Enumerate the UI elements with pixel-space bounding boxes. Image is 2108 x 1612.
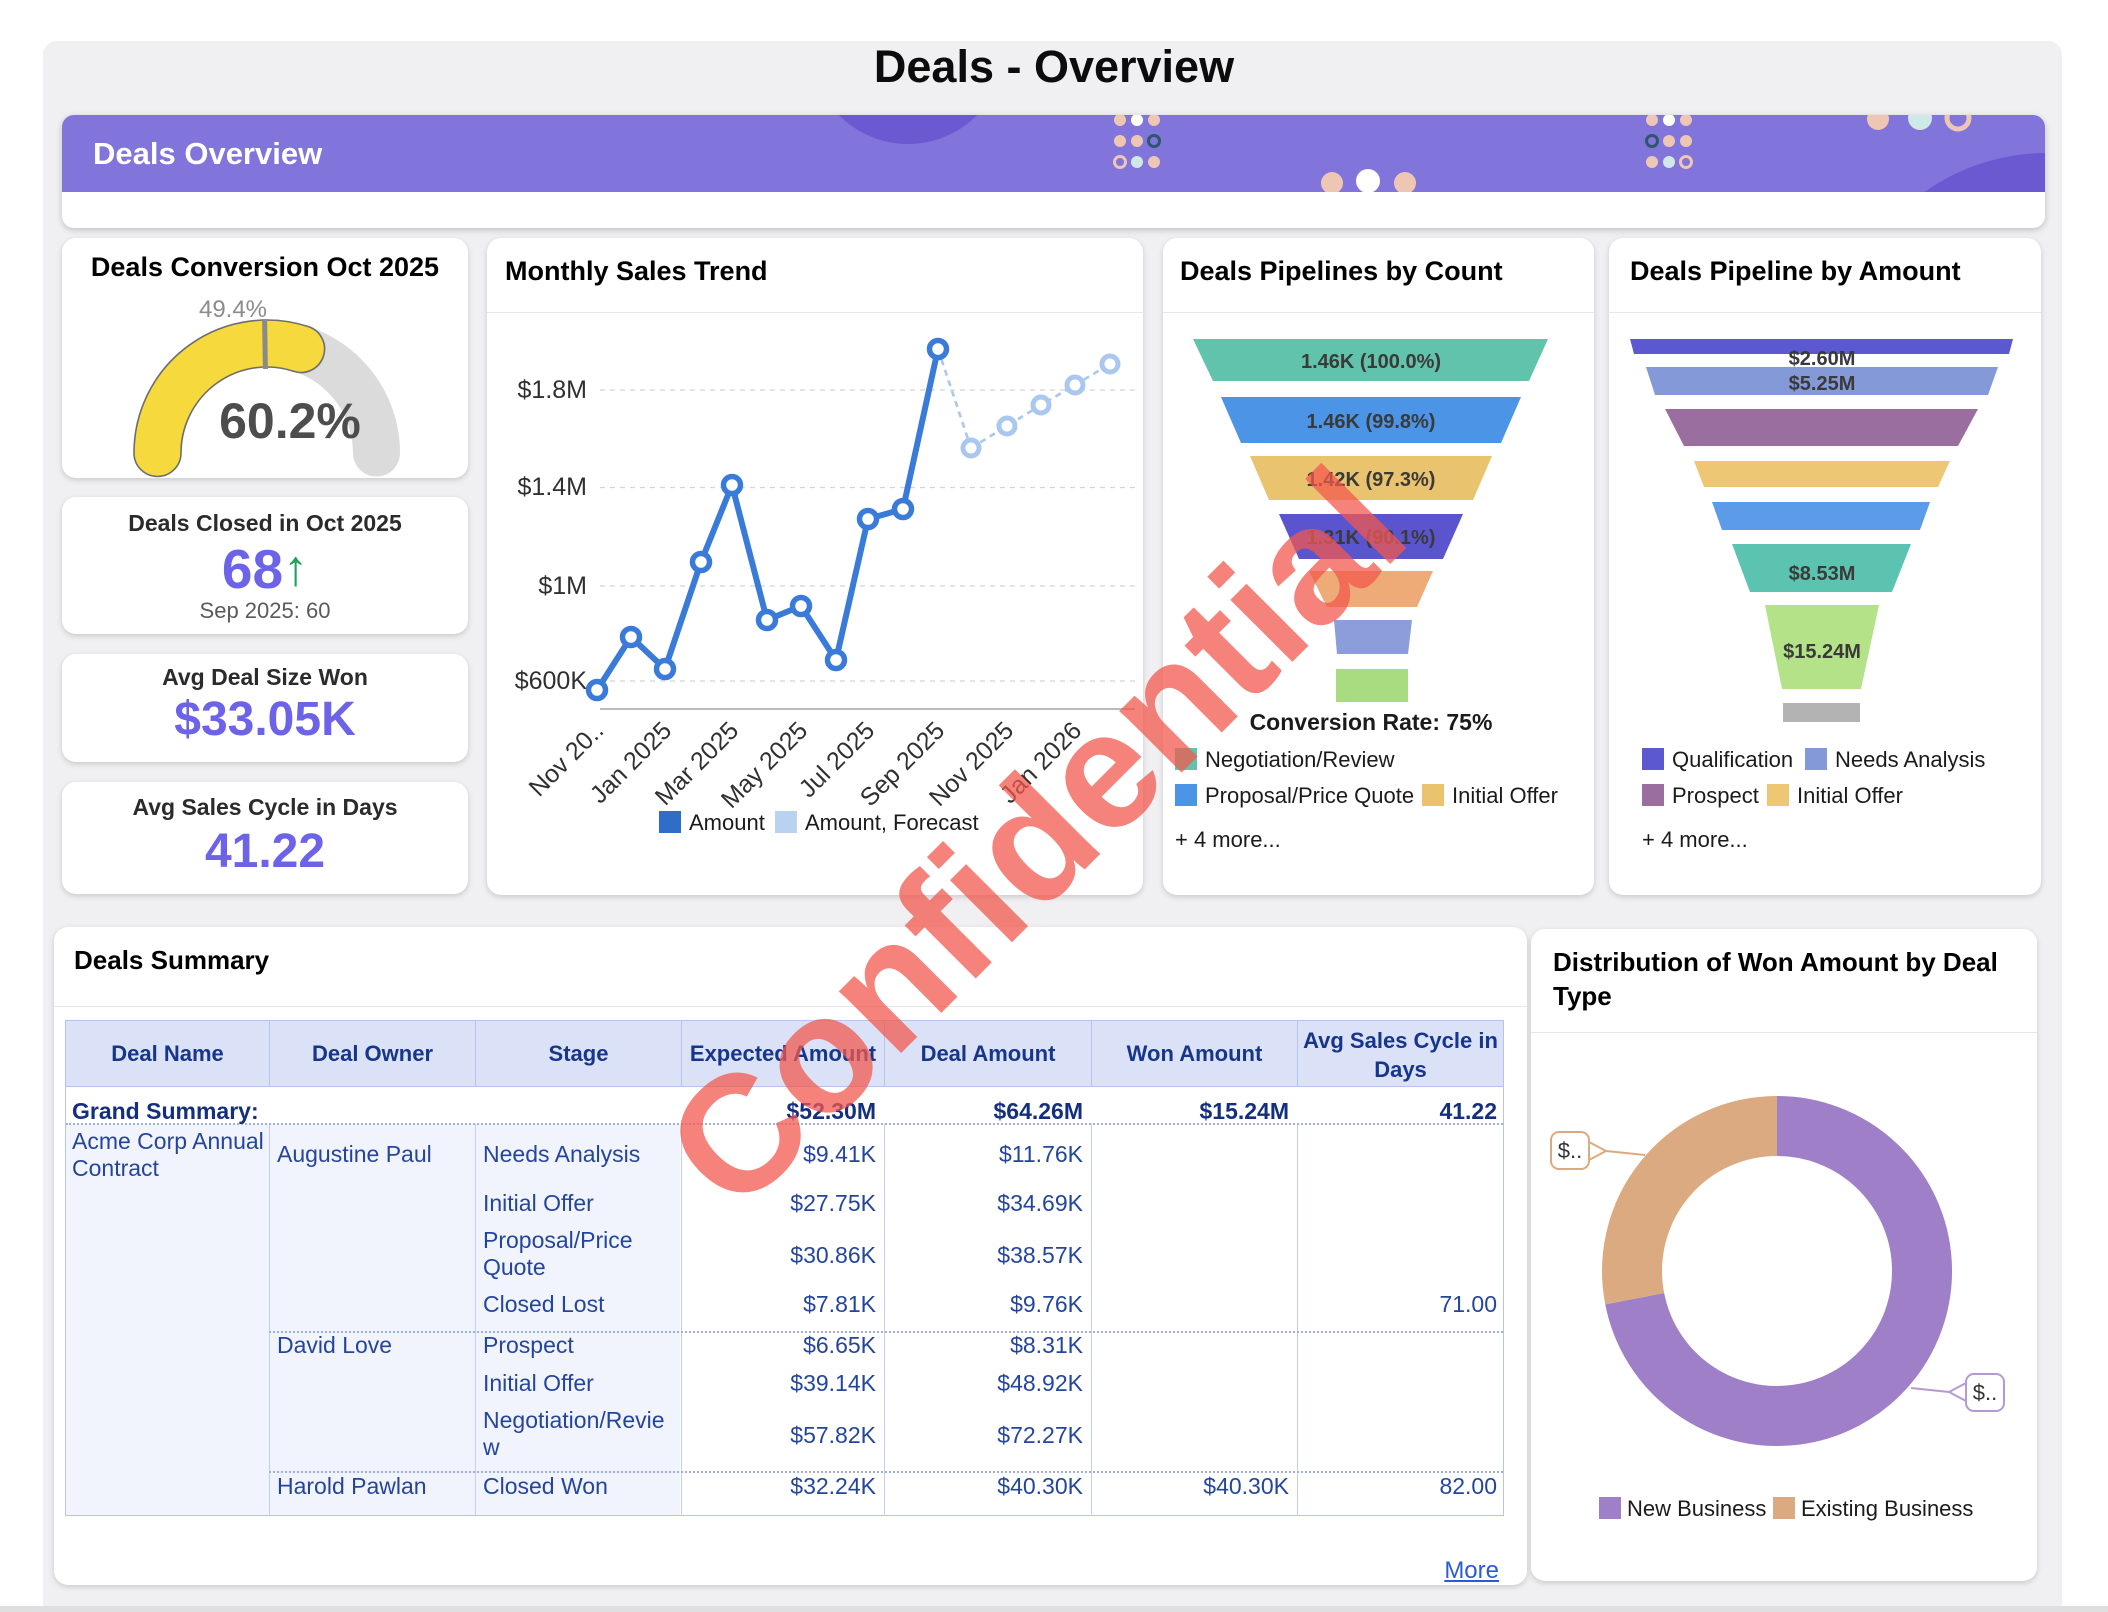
svg-text:$..: $.. [1558, 1138, 1582, 1163]
svg-text:Initial Offer: Initial Offer [1452, 783, 1558, 808]
svg-text:1.42K (97.3%): 1.42K (97.3%) [1307, 469, 1436, 491]
svg-text:Prospect: Prospect [1672, 783, 1759, 808]
svg-text:$..: $.. [1973, 1380, 1997, 1405]
svg-text:Amount: Amount [689, 810, 765, 835]
svg-text:New Business: New Business [1627, 1496, 1766, 1521]
svg-text:1.46K (100.0%): 1.46K (100.0%) [1301, 351, 1441, 373]
svg-text:Initial Offer: Initial Offer [1797, 783, 1903, 808]
svg-text:1.31K (90.1%): 1.31K (90.1%) [1307, 527, 1436, 549]
svg-text:Negotiation/Review: Negotiation/Review [1205, 747, 1395, 772]
svg-text:$2.60M: $2.60M [1789, 348, 1856, 370]
svg-text:$600K: $600K [515, 667, 588, 695]
svg-text:1.46K (99.8%): 1.46K (99.8%) [1307, 411, 1436, 433]
svg-text:$5.25M: $5.25M [1789, 373, 1856, 395]
svg-text:Existing Business: Existing Business [1801, 1496, 1973, 1521]
svg-text:+ 4 more...: + 4 more... [1642, 827, 1748, 852]
svg-text:$1.8M: $1.8M [518, 376, 587, 404]
svg-text:49.4%: 49.4% [199, 296, 267, 323]
svg-text:Conversion Rate: 75%: Conversion Rate: 75% [1250, 709, 1493, 735]
svg-text:$8.53M: $8.53M [1789, 563, 1856, 585]
svg-text:$1M: $1M [538, 572, 587, 600]
svg-text:$15.24M: $15.24M [1783, 641, 1861, 663]
svg-text:60.2%: 60.2% [219, 393, 361, 449]
svg-text:+ 4 more...: + 4 more... [1175, 827, 1281, 852]
svg-text:$1.4M: $1.4M [518, 473, 587, 501]
svg-text:Needs Analysis: Needs Analysis [1835, 747, 1985, 772]
svg-text:Amount, Forecast: Amount, Forecast [805, 810, 979, 835]
svg-text:Qualification: Qualification [1672, 747, 1793, 772]
svg-text:Proposal/Price Quote: Proposal/Price Quote [1205, 783, 1414, 808]
